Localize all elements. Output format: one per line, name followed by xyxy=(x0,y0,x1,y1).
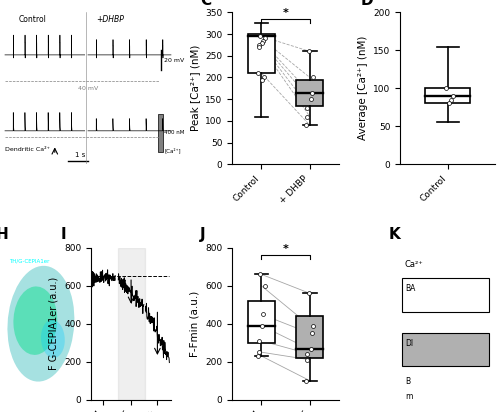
FancyBboxPatch shape xyxy=(402,333,490,366)
Point xyxy=(258,40,266,46)
FancyBboxPatch shape xyxy=(296,80,324,105)
Text: J: J xyxy=(200,227,206,242)
Text: 400 nM: 400 nM xyxy=(164,130,184,135)
Point xyxy=(302,377,310,384)
Point xyxy=(254,44,262,50)
Ellipse shape xyxy=(14,286,57,355)
Y-axis label: Peak [Ca²⁺] (nM): Peak [Ca²⁺] (nM) xyxy=(190,45,200,131)
FancyBboxPatch shape xyxy=(248,34,275,73)
FancyBboxPatch shape xyxy=(248,301,275,343)
Text: *: * xyxy=(282,8,288,18)
Point xyxy=(259,311,267,318)
Point xyxy=(258,322,266,329)
Point xyxy=(306,96,314,103)
Ellipse shape xyxy=(8,266,74,382)
Y-axis label: Average [Ca²⁺] (nM): Average [Ca²⁺] (nM) xyxy=(358,36,368,140)
Point xyxy=(305,290,313,297)
Text: BA: BA xyxy=(405,284,415,293)
Point xyxy=(445,100,453,107)
Text: B: B xyxy=(405,377,410,386)
Text: Control: Control xyxy=(18,15,46,24)
Text: Dendritic Ca²⁺: Dendritic Ca²⁺ xyxy=(5,147,50,152)
Point xyxy=(261,283,269,289)
Point xyxy=(303,351,311,357)
Text: *: * xyxy=(282,244,288,255)
Point xyxy=(450,93,458,99)
Point xyxy=(254,70,262,76)
Point xyxy=(259,37,267,44)
Y-axis label: F G-CEPIA1er (a.u.): F G-CEPIA1er (a.u.) xyxy=(48,277,58,370)
Text: 1 s: 1 s xyxy=(74,152,85,158)
Text: m: m xyxy=(405,392,412,401)
Point xyxy=(303,356,311,363)
Point xyxy=(306,346,314,353)
Text: [Ca²⁺]: [Ca²⁺] xyxy=(164,148,181,153)
Point xyxy=(308,89,316,96)
Text: 40 mV: 40 mV xyxy=(78,86,98,91)
Point xyxy=(303,113,311,120)
Text: DI: DI xyxy=(405,339,413,348)
Ellipse shape xyxy=(41,320,65,358)
Bar xyxy=(158,114,162,152)
Point xyxy=(254,353,262,359)
Point xyxy=(303,105,311,111)
FancyBboxPatch shape xyxy=(296,316,324,358)
Point xyxy=(260,74,268,81)
Text: TH/G-CEPIA1er: TH/G-CEPIA1er xyxy=(9,258,50,263)
Point xyxy=(254,42,262,48)
Text: K: K xyxy=(389,227,400,242)
Text: H: H xyxy=(0,227,8,242)
Point xyxy=(258,76,266,83)
Text: 20 mV: 20 mV xyxy=(164,58,184,63)
Text: C: C xyxy=(200,0,211,8)
Text: I: I xyxy=(61,227,66,242)
Point xyxy=(261,35,269,42)
Point xyxy=(310,74,318,81)
Point xyxy=(254,337,262,344)
FancyBboxPatch shape xyxy=(402,278,490,311)
Text: D: D xyxy=(360,0,373,8)
Point xyxy=(302,122,310,129)
Point xyxy=(256,271,264,278)
Point xyxy=(308,330,316,337)
Point xyxy=(256,33,264,40)
Text: Ca²⁺: Ca²⁺ xyxy=(405,260,423,269)
FancyBboxPatch shape xyxy=(426,88,470,103)
Point xyxy=(442,85,450,91)
Point xyxy=(310,322,318,329)
Text: +DHBP: +DHBP xyxy=(96,15,124,24)
Bar xyxy=(118,248,144,400)
Point xyxy=(254,349,262,356)
Point xyxy=(305,48,313,55)
Y-axis label: F-Fmin (a.u.): F-Fmin (a.u.) xyxy=(190,290,200,357)
Point xyxy=(446,96,454,103)
